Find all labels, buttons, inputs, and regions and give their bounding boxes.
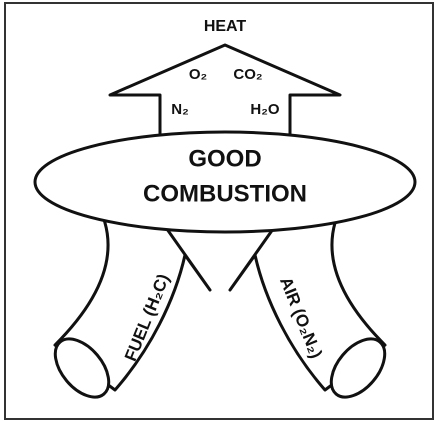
product-label: N₂	[171, 101, 189, 118]
product-label: CO₂	[233, 66, 262, 83]
combustion-ellipse	[33, 130, 417, 234]
product-label: O₂	[189, 66, 207, 83]
air-tube	[228, 198, 387, 392]
heat-label: HEAT	[204, 18, 247, 35]
fuel-tube	[53, 198, 212, 392]
heat-arrow	[108, 43, 342, 142]
product-label: H₂O	[250, 101, 279, 118]
center-label: COMBUSTION	[143, 180, 307, 207]
air-tube-end	[329, 337, 387, 399]
fuel-tube-end	[53, 337, 111, 399]
center-label: GOOD	[188, 145, 261, 172]
